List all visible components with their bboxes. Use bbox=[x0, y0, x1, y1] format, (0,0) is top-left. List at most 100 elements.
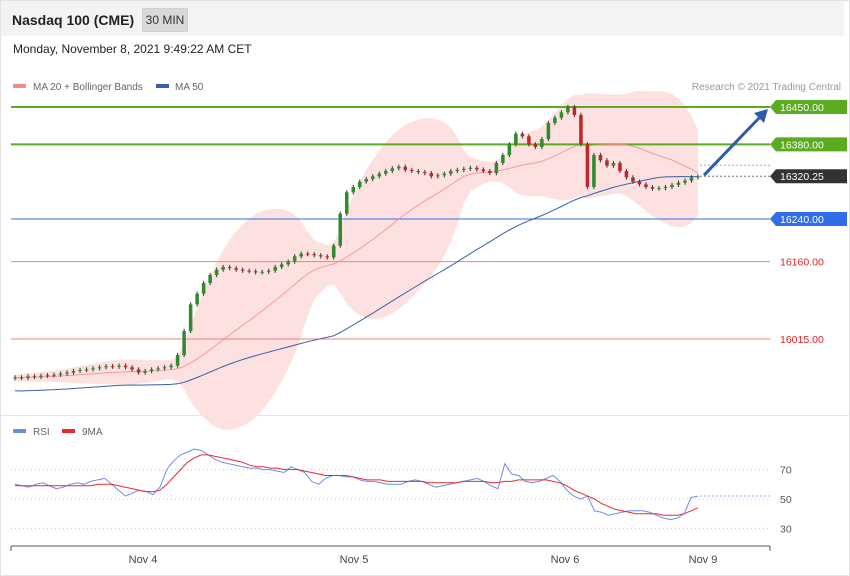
candle-body bbox=[598, 155, 603, 161]
candle-body bbox=[13, 377, 17, 379]
candle-body bbox=[449, 171, 453, 174]
candle-body bbox=[468, 167, 473, 169]
level-tag-pivot bbox=[770, 212, 847, 226]
candle-body bbox=[91, 368, 95, 370]
candle-body bbox=[45, 375, 50, 377]
rsi-tick-label: 70 bbox=[780, 465, 792, 477]
candle-body bbox=[169, 365, 173, 368]
candle-body bbox=[397, 166, 401, 169]
candle-body bbox=[195, 293, 199, 305]
candle-body bbox=[234, 268, 238, 270]
candles-group bbox=[13, 104, 700, 381]
ma20-line bbox=[14, 143, 699, 379]
candle-body bbox=[572, 107, 577, 115]
rsi-line bbox=[14, 448, 699, 521]
candle-body bbox=[631, 177, 635, 182]
candle-body bbox=[299, 253, 303, 257]
candle-body bbox=[475, 167, 479, 170]
ma20-legend-label: MA 20 + Bollinger Bands bbox=[33, 82, 143, 93]
candle-body bbox=[520, 133, 525, 137]
candle-body bbox=[657, 188, 661, 190]
candle-body bbox=[117, 365, 121, 367]
candle-body bbox=[65, 372, 69, 374]
candle-body bbox=[253, 271, 258, 273]
candle-body bbox=[104, 366, 108, 368]
candle-body bbox=[611, 163, 616, 166]
candle-body bbox=[221, 267, 225, 270]
candle-body bbox=[364, 179, 369, 182]
candle-body bbox=[494, 163, 499, 174]
candle-body bbox=[462, 168, 466, 170]
candle-body bbox=[26, 376, 30, 378]
level-label-current: 16320.25 bbox=[780, 171, 824, 183]
x-tick-label: Nov 6 bbox=[551, 554, 580, 566]
candle-body bbox=[227, 267, 232, 269]
level-tag-resistance bbox=[770, 137, 847, 152]
candle-body bbox=[696, 176, 700, 178]
candle-body bbox=[247, 270, 251, 272]
ma50-legend-swatch bbox=[156, 84, 169, 88]
candle-body bbox=[318, 255, 323, 257]
level-tag-current bbox=[770, 169, 847, 184]
ma50-legend-label: MA 50 bbox=[175, 82, 204, 93]
candle-body bbox=[188, 304, 193, 331]
candle-body bbox=[429, 173, 434, 177]
candle-body bbox=[273, 267, 277, 271]
candle-body bbox=[143, 371, 147, 373]
candle-body bbox=[527, 136, 531, 145]
candle-body bbox=[533, 144, 538, 147]
candle-body bbox=[110, 366, 115, 368]
candle-body bbox=[670, 184, 674, 187]
ma20-legend-swatch bbox=[13, 84, 26, 88]
candle-body bbox=[149, 369, 154, 371]
instrument-title: Nasdaq 100 (CME) bbox=[12, 12, 135, 28]
candle-body bbox=[279, 264, 284, 267]
chart-header: Nasdaq 100 (CME) 30 MIN bbox=[1, 1, 844, 36]
candle-body bbox=[325, 256, 330, 258]
candle-body bbox=[507, 144, 512, 155]
candle-body bbox=[624, 171, 629, 178]
timeframe-button[interactable]: 30 MIN bbox=[142, 8, 188, 32]
candle-body bbox=[540, 139, 544, 147]
candle-body bbox=[650, 187, 655, 189]
x-tick-label: Nov 9 bbox=[689, 554, 718, 566]
pane-separator bbox=[1, 415, 849, 416]
candle-body bbox=[331, 245, 336, 258]
candle-body bbox=[240, 269, 245, 271]
rsi-ma-line bbox=[15, 454, 699, 516]
rsi-legend-label: RSI bbox=[33, 427, 50, 438]
candle-body bbox=[436, 175, 440, 177]
candle-body bbox=[546, 123, 551, 139]
forecast-arrow-line bbox=[702, 115, 762, 177]
candle-body bbox=[292, 256, 297, 262]
x-tick-label: Nov 5 bbox=[340, 554, 369, 566]
level-label-pivot: 16240.00 bbox=[780, 214, 824, 226]
rsi-legend-swatch bbox=[13, 429, 26, 433]
candle-body bbox=[559, 112, 564, 118]
candle-body bbox=[689, 177, 694, 181]
candle-body bbox=[357, 181, 362, 187]
candle-body bbox=[78, 369, 82, 371]
candle-body bbox=[481, 169, 486, 171]
candle-body bbox=[266, 270, 271, 272]
bollinger-band-area bbox=[15, 90, 698, 430]
candle-body bbox=[201, 283, 206, 294]
candle-body bbox=[553, 117, 557, 123]
candle-body bbox=[175, 355, 180, 366]
candle-body bbox=[390, 168, 395, 171]
candle-body bbox=[71, 371, 76, 373]
x-tick-label: Nov 4 bbox=[129, 554, 158, 566]
candle-body bbox=[514, 133, 518, 145]
ma50-line bbox=[14, 176, 698, 392]
candle-body bbox=[260, 271, 264, 273]
level-label-resistance: 16450.00 bbox=[780, 102, 824, 114]
candle-body bbox=[19, 377, 24, 379]
chart-datetime: Monday, November 8, 2021 9:49:22 AM CET bbox=[13, 42, 252, 56]
candle-body bbox=[644, 184, 648, 187]
candle-body bbox=[370, 176, 375, 179]
candle-body bbox=[351, 187, 356, 193]
candle-body bbox=[579, 115, 583, 145]
candle-body bbox=[585, 144, 590, 187]
candle-body bbox=[592, 155, 596, 187]
